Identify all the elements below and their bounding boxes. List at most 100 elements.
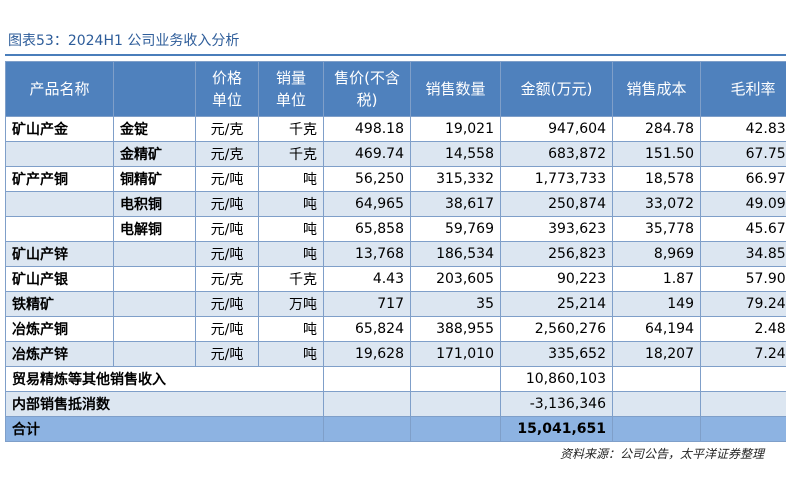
header-text: 销售数量 bbox=[425, 80, 486, 98]
table-cell: 203,605 bbox=[410, 266, 501, 292]
header-text: 销售成本 bbox=[626, 80, 687, 98]
revenue-table: 产品名称 价格单位 销量单位 售价(不含税) 销售数量 金额(万元) 销售成本 毛利率 矿山产… bbox=[5, 61, 786, 442]
header-cell: 销售成本 bbox=[612, 61, 701, 117]
table-cell: 元/吨 bbox=[195, 341, 259, 367]
table-cell: 元/吨 bbox=[195, 291, 259, 317]
header-text: 产品名称 bbox=[29, 80, 90, 98]
table-cell: 57.90% bbox=[700, 266, 786, 292]
table-cell: 315,332 bbox=[410, 166, 501, 192]
table-cell bbox=[113, 266, 196, 292]
table-cell: 335,652 bbox=[500, 341, 613, 367]
table-cell: 18,578 bbox=[612, 166, 701, 192]
table-cell: -3,136,346 bbox=[500, 391, 613, 417]
table-cell: 149 bbox=[612, 291, 701, 317]
table-cell bbox=[612, 391, 701, 417]
table-cell: 内部销售抵消数 bbox=[5, 391, 324, 417]
header-cell: 价格单位 bbox=[195, 61, 259, 117]
table-cell: 59,769 bbox=[410, 216, 501, 242]
title-rule bbox=[5, 54, 786, 56]
table-cell: 67.75% bbox=[700, 141, 786, 167]
table-cell: 186,534 bbox=[410, 241, 501, 267]
header-text: 毛利率 bbox=[730, 80, 776, 98]
header-text: 售价(不含税) bbox=[334, 69, 400, 109]
table-cell bbox=[410, 366, 501, 392]
table-cell bbox=[5, 216, 114, 242]
table-cell: 合计 bbox=[5, 416, 324, 442]
table-cell: 64,194 bbox=[612, 316, 701, 342]
table-cell bbox=[612, 366, 701, 392]
table-row: 内部销售抵消数 -3,136,346 bbox=[5, 391, 786, 417]
table-cell: 19,021 bbox=[410, 116, 501, 142]
table-cell: 元/克 bbox=[195, 141, 259, 167]
source-note: 资料来源：公司公告，太平洋证券整理 bbox=[560, 447, 765, 461]
header-text: 价格单位 bbox=[211, 69, 242, 109]
table-cell bbox=[612, 416, 701, 442]
table-cell: 吨 bbox=[258, 241, 324, 267]
header-row: 产品名称 价格单位 销量单位 售价(不含税) 销售数量 金额(万元) 销售成本 毛利率 bbox=[5, 61, 786, 117]
table-cell: 千克 bbox=[258, 266, 324, 292]
table-cell bbox=[700, 416, 786, 442]
table-cell: 65,824 bbox=[323, 316, 411, 342]
table-cell: 14,558 bbox=[410, 141, 501, 167]
table-cell: 38,617 bbox=[410, 191, 501, 217]
table-cell bbox=[323, 416, 411, 442]
table-cell bbox=[700, 366, 786, 392]
table-cell: 33,072 bbox=[612, 191, 701, 217]
table-cell: 151.50 bbox=[612, 141, 701, 167]
table-cell: 元/吨 bbox=[195, 191, 259, 217]
table-cell: 683,872 bbox=[500, 141, 613, 167]
header-cell bbox=[113, 61, 196, 117]
table-cell: 元/克 bbox=[195, 266, 259, 292]
table-cell bbox=[5, 191, 114, 217]
table-cell: 18,207 bbox=[612, 341, 701, 367]
table-cell: 66.97% bbox=[700, 166, 786, 192]
table-cell: 15,041,651 bbox=[500, 416, 613, 442]
table-row: 合计 15,041,651 bbox=[5, 416, 786, 442]
table-cell: 元/吨 bbox=[195, 241, 259, 267]
header-text: 销量单位 bbox=[275, 69, 306, 109]
table-cell: 469.74 bbox=[323, 141, 411, 167]
table-cell: 1,773,733 bbox=[500, 166, 613, 192]
header-cell: 销量单位 bbox=[258, 61, 324, 117]
header-cell: 销售数量 bbox=[410, 61, 501, 117]
table-cell: 元/克 bbox=[195, 116, 259, 142]
table-cell: 19,628 bbox=[323, 341, 411, 367]
table-cell: 34.85% bbox=[700, 241, 786, 267]
table-cell: 8,969 bbox=[612, 241, 701, 267]
table-cell: 吨 bbox=[258, 216, 324, 242]
table-row: 矿产产铜 铜精矿 元/吨吨 56,250 315,332 1,773,733 18,578 6… bbox=[5, 166, 786, 192]
table-cell bbox=[113, 316, 196, 342]
table-cell: 千克 bbox=[258, 116, 324, 142]
table-cell: 4.43 bbox=[323, 266, 411, 292]
table-cell: 元/吨 bbox=[195, 166, 259, 192]
table-cell: 90,223 bbox=[500, 266, 613, 292]
table-cell: 25,214 bbox=[500, 291, 613, 317]
table-cell: 吨 bbox=[258, 341, 324, 367]
table-cell: 393,623 bbox=[500, 216, 613, 242]
table-cell: 电解铜 bbox=[113, 216, 196, 242]
table-cell: 498.18 bbox=[323, 116, 411, 142]
table-cell bbox=[113, 241, 196, 267]
table-cell: 284.78 bbox=[612, 116, 701, 142]
table-cell: 35,778 bbox=[612, 216, 701, 242]
table-cell: 铁精矿 bbox=[5, 291, 114, 317]
table-cell bbox=[700, 391, 786, 417]
table-cell: 元/吨 bbox=[195, 216, 259, 242]
table-cell: 2.48% bbox=[700, 316, 786, 342]
table-cell: 42.83% bbox=[700, 116, 786, 142]
table-cell: 45.67% bbox=[700, 216, 786, 242]
header-cell: 金额(万元) bbox=[500, 61, 613, 117]
table-cell: 10,860,103 bbox=[500, 366, 613, 392]
table-cell: 56,250 bbox=[323, 166, 411, 192]
table-cell bbox=[323, 366, 411, 392]
header-cell: 产品名称 bbox=[5, 61, 114, 117]
table-cell: 吨 bbox=[258, 166, 324, 192]
table-cell bbox=[323, 391, 411, 417]
header-cell: 毛利率 bbox=[700, 61, 786, 117]
